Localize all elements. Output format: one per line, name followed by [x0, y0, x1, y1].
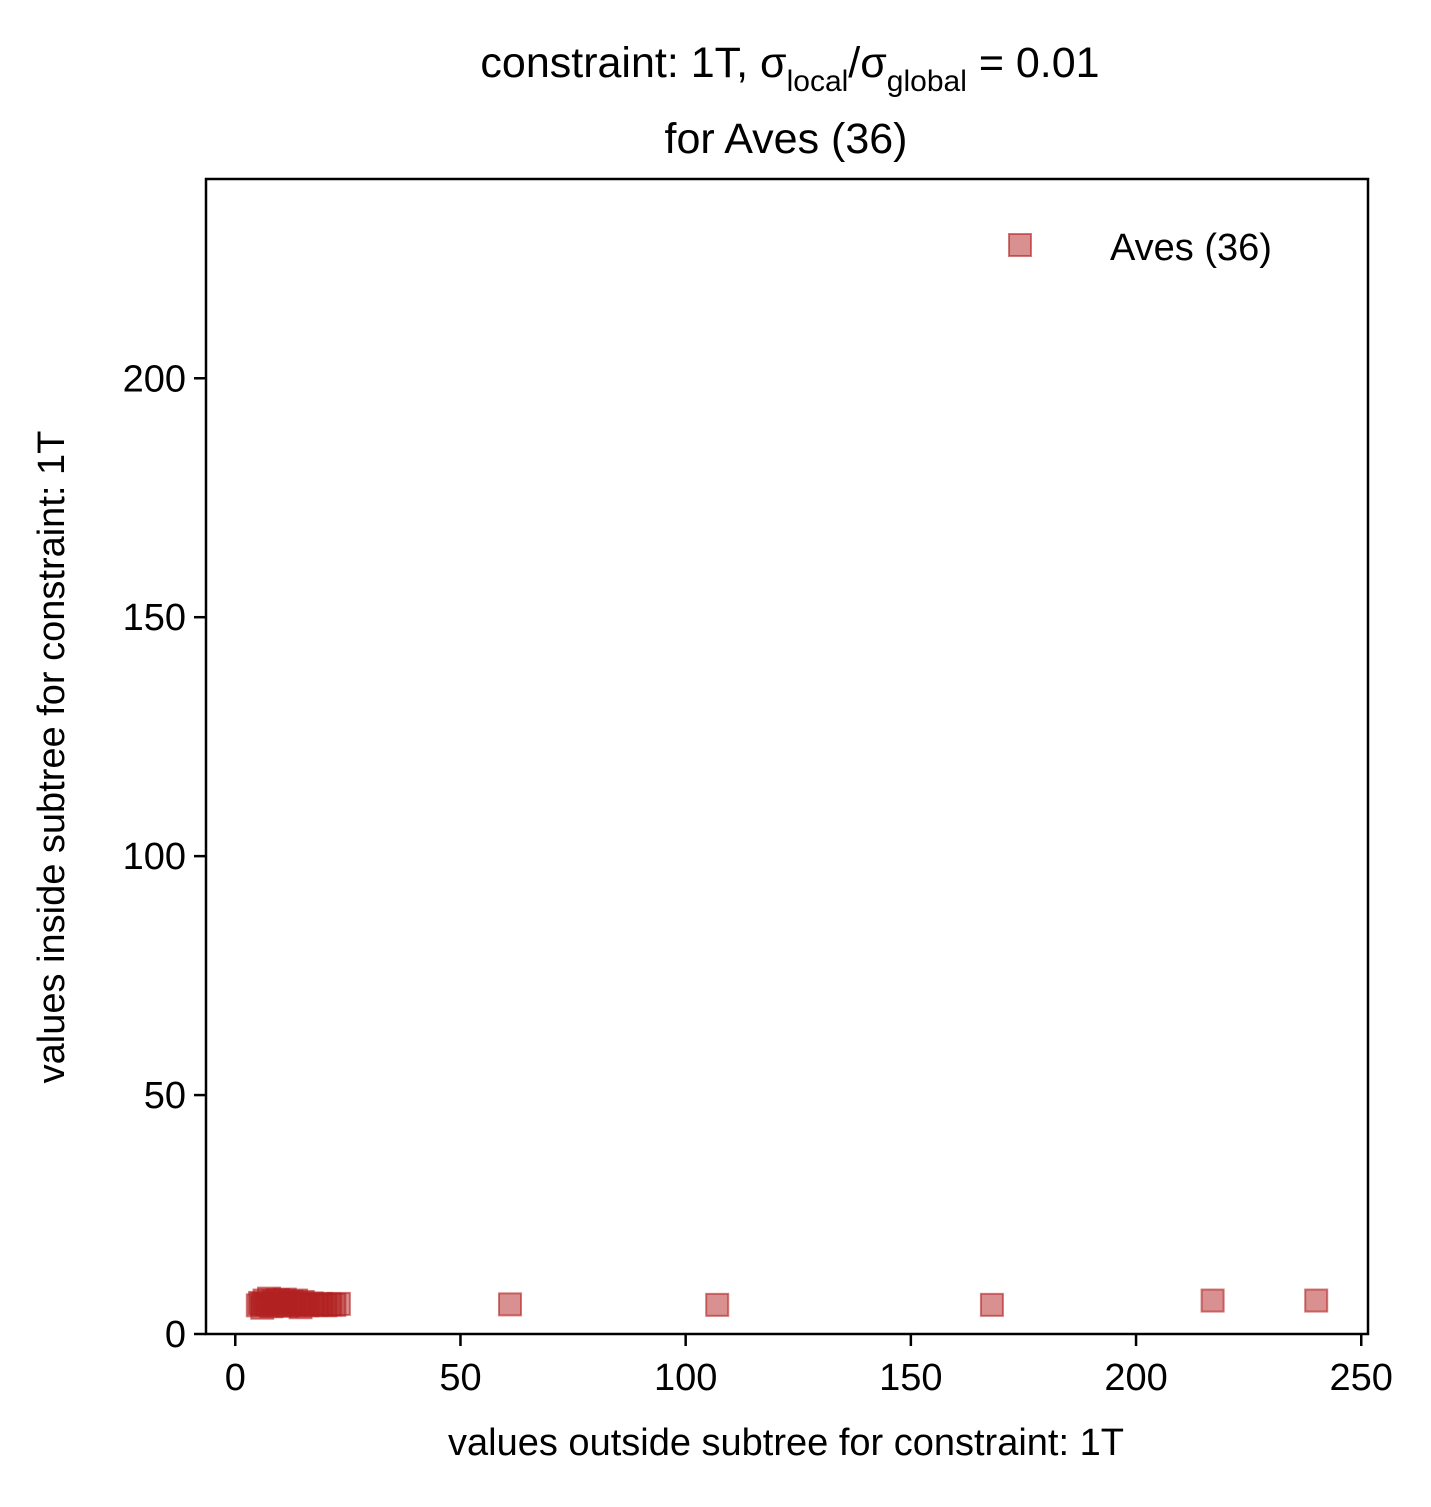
y-tick-label: 0 [165, 1314, 186, 1356]
chart-title-line-2: for Aves (36) [665, 115, 908, 163]
data-point-square [979, 1292, 1004, 1317]
x-tick-label: 50 [439, 1357, 481, 1399]
chart-title-line-1: constraint: 1T, σlocal/σglobal = 0.01 [480, 39, 1099, 98]
data-point-square [326, 1291, 351, 1316]
data-point-square [250, 1295, 275, 1320]
x-tick-label: 100 [654, 1357, 717, 1399]
data-points [245, 1286, 1329, 1320]
x-axis-ticks: 0 50 100 150 200 250 [225, 1334, 1393, 1399]
x-axis-label: values outside subtree for constraint: 1… [448, 1422, 1124, 1464]
title-subscript-local: local [787, 65, 849, 98]
x-tick-label: 250 [1330, 1357, 1393, 1399]
y-tick-label: 200 [123, 358, 186, 400]
y-tick-label: 150 [123, 597, 186, 639]
legend: Aves (36) [1008, 227, 1272, 269]
legend-marker-square [1008, 233, 1032, 257]
data-point-square [1304, 1288, 1329, 1313]
x-tick-label: 200 [1104, 1357, 1167, 1399]
y-tick-label: 100 [123, 836, 186, 878]
legend-label: Aves (36) [1110, 227, 1272, 269]
data-point-square [705, 1292, 730, 1317]
y-tick-label: 50 [144, 1075, 186, 1117]
data-point-square [498, 1292, 523, 1317]
x-tick-label: 150 [879, 1357, 942, 1399]
y-axis-label: values inside subtree for constraint: 1T [31, 431, 73, 1084]
data-point-square [1200, 1288, 1225, 1313]
title-mid: /σ [848, 39, 887, 87]
x-tick-label: 0 [225, 1357, 246, 1399]
title-prefix: constraint: 1T, σ [480, 39, 786, 87]
title-subscript-global: global [887, 65, 967, 98]
title-suffix: = 0.01 [967, 39, 1100, 87]
y-axis-ticks: 0 50 100 150 200 [123, 358, 206, 1356]
plot-area-frame [204, 177, 1370, 1336]
